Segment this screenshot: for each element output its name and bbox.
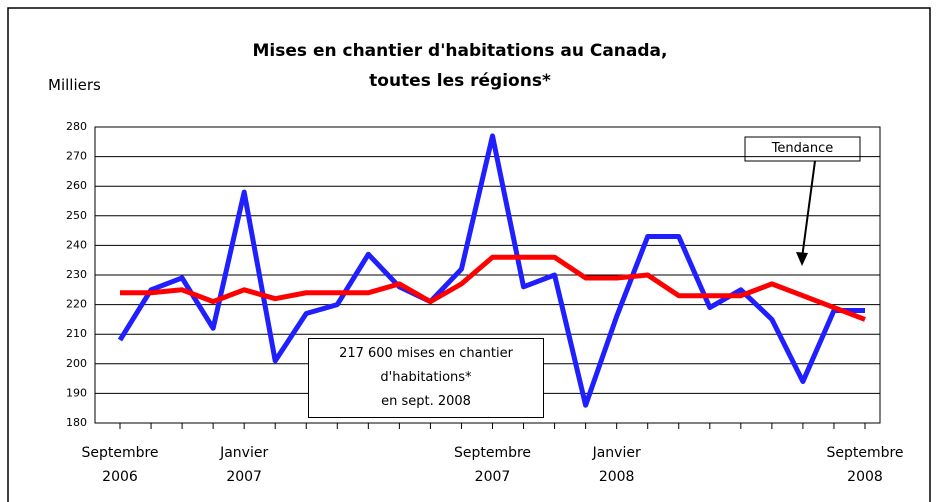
x-tick-label: Janvier 2007 bbox=[220, 445, 269, 485]
x-tick-label: Janvier 2008 bbox=[592, 445, 641, 485]
y-axis-label: Milliers bbox=[48, 76, 101, 94]
annotation: 217 600 mises en chantier d'habitations*… bbox=[308, 338, 544, 418]
line-series bbox=[117, 133, 865, 408]
y-tick-label: 210 bbox=[66, 327, 87, 340]
x-tick-label: Septembre 2006 bbox=[81, 445, 159, 485]
y-tick-label: 180 bbox=[66, 416, 87, 429]
line-series bbox=[120, 254, 866, 322]
y-tick-label: 190 bbox=[66, 386, 87, 399]
y-tick-label: 270 bbox=[66, 150, 87, 163]
frame bbox=[7, 7, 931, 502]
y-tick-label: 200 bbox=[66, 357, 87, 370]
legend-label: Tendance bbox=[771, 141, 834, 156]
arrow bbox=[801, 160, 816, 259]
y-tick-label: 280 bbox=[66, 120, 87, 133]
y-tick-label: 230 bbox=[66, 268, 87, 281]
y-tick-label: 220 bbox=[66, 298, 87, 311]
y-tick-label: 260 bbox=[66, 179, 87, 192]
x-tick-label: Septembre 2008 bbox=[826, 445, 904, 485]
y-tick-label: 240 bbox=[66, 238, 87, 251]
chart-title: Mises en chantier d'habitations au Canad… bbox=[252, 41, 668, 91]
x-tick-label: Septembre 2007 bbox=[453, 445, 532, 485]
y-tick-label: 250 bbox=[66, 209, 87, 222]
arrow-head bbox=[796, 252, 808, 266]
